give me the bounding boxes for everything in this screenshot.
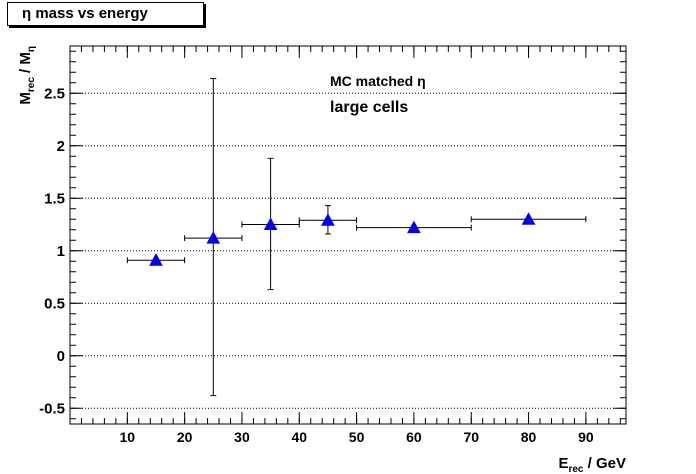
data-point	[298, 205, 358, 235]
plot-frame	[69, 45, 627, 425]
chart-title: η mass vs energy	[7, 2, 204, 26]
y-axis-label: Mrec / Mη	[17, 46, 37, 105]
y-tick-label: 0	[57, 348, 65, 365]
y-tick-label: 1	[57, 243, 65, 260]
triangle-marker	[321, 213, 335, 226]
annotation-mc-matched: MC matched η	[330, 73, 426, 89]
y-tick-label: 0.5	[44, 295, 65, 312]
y-tick-label: 2	[57, 138, 65, 155]
data-point	[241, 157, 300, 291]
triangle-marker	[206, 231, 221, 244]
x-tick-label: 10	[120, 429, 136, 445]
x-axis-label: Erec / GeV	[558, 455, 626, 474]
y-tick-label: 1.5	[44, 190, 65, 207]
triangle-marker	[407, 220, 421, 234]
x-tick-label: 40	[291, 429, 307, 445]
y-tick-label: -0.5	[39, 400, 65, 417]
x-tick-label: 50	[349, 429, 365, 445]
x-tick-label: 30	[234, 429, 250, 445]
x-tick-label: 20	[177, 429, 193, 445]
triangle-marker	[149, 253, 163, 266]
data-point	[126, 253, 186, 266]
triangle-marker	[521, 212, 536, 225]
data-point	[356, 220, 472, 234]
x-tick-label: 90	[578, 429, 594, 445]
data-point	[470, 212, 587, 225]
x-tick-label: 70	[463, 429, 479, 445]
annotation-large-cells: large cells	[330, 99, 408, 116]
y-tick-label: 2.5	[44, 85, 65, 102]
triangle-marker	[263, 217, 278, 230]
data-point	[184, 78, 243, 397]
x-tick-label: 60	[406, 429, 422, 445]
x-tick-label: 80	[521, 429, 537, 445]
